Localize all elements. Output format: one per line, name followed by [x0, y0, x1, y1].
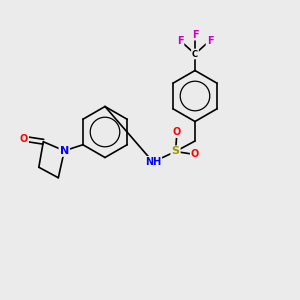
- Text: O: O: [191, 149, 199, 160]
- Text: F: F: [192, 29, 198, 40]
- Text: C: C: [192, 50, 198, 58]
- Text: NH: NH: [145, 157, 161, 167]
- Text: S: S: [172, 146, 179, 157]
- Text: F: F: [207, 35, 213, 46]
- Text: F: F: [177, 35, 183, 46]
- Text: N: N: [60, 146, 69, 156]
- Text: O: O: [20, 134, 28, 144]
- Text: O: O: [173, 127, 181, 137]
